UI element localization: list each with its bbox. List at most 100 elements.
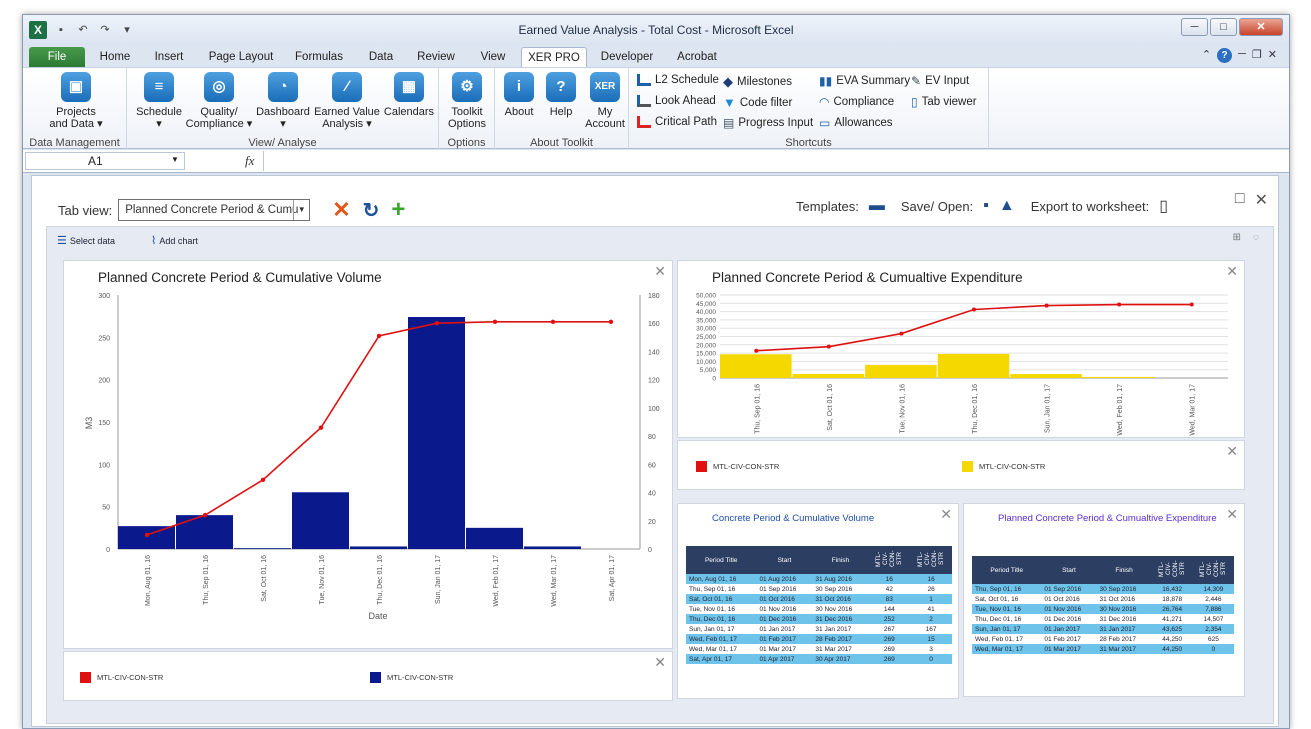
toolkit-options-button[interactable]: ⚙ Toolkit Options [443, 72, 491, 130]
name-box-dropdown-icon[interactable]: ▼ [171, 155, 179, 164]
chart2-legend-close-icon[interactable]: ✕ [1226, 443, 1238, 459]
close-button[interactable]: ✕ [1239, 18, 1283, 36]
table-cell: Wed, Mar 01, 17 [972, 644, 1042, 654]
chart-bar [1010, 374, 1082, 378]
table1-title: Concrete Period & Cumulative Volume [712, 513, 875, 524]
table-cell: 16 [868, 574, 911, 584]
schedule-button[interactable]: ≡ Schedule ▾ [131, 72, 187, 130]
shortcut-look-ahead[interactable]: Look Ahead [637, 95, 716, 107]
tab-review[interactable]: Review [417, 51, 455, 63]
tab-formulas[interactable]: Formulas [295, 51, 343, 63]
shortcut-allowances[interactable]: ▭ Allowances [819, 116, 893, 130]
save-icon[interactable]: ▪ [59, 24, 63, 36]
shortcut-milestones[interactable]: ◆ Milestones [723, 74, 792, 89]
save-icon[interactable]: ▪ [983, 197, 989, 214]
tab-data[interactable]: Data [368, 51, 394, 63]
group-about-toolkit: i About ? Help XER My Account About Toolkit [495, 68, 629, 150]
maximize-panel-icon[interactable]: □ [1234, 190, 1245, 207]
maximize-button[interactable]: □ [1210, 18, 1237, 36]
table-cell: 01 Oct 2016 [756, 594, 813, 604]
table-row: Sat, Oct 01, 16 01 Oct 2016 31 Oct 2016 83 1 [686, 594, 952, 604]
quick-access-toolbar: X ▪ ↶ ↷ ▾ [29, 21, 135, 39]
y-tick-label: 15,000 [696, 351, 716, 358]
table-cell: Sat, Apr 01, 17 [686, 654, 757, 664]
chart2-legend-panel: ✕ MTL-CIV-CON-STR MTL-CIV-CON-STR [677, 440, 1245, 490]
tab-file[interactable]: File [29, 47, 85, 67]
table-cell: 16,432 [1151, 584, 1193, 594]
calendars-button[interactable]: ▦ Calendars [381, 72, 437, 118]
y2-tick-label: 120 [648, 378, 660, 385]
shortcut-l2-schedule[interactable]: L2 Schedule [637, 74, 719, 86]
help-button[interactable]: ? Help [541, 72, 581, 118]
minimize-workbook-icon[interactable]: ─ [1238, 48, 1246, 60]
table-cell: 1 [910, 594, 952, 604]
open-icon[interactable]: ▲ [998, 197, 1015, 214]
redo-icon[interactable]: ↷ [100, 24, 110, 36]
shortcut-critical-path[interactable]: Critical Path [637, 116, 717, 128]
shortcut-progress-input[interactable]: ▤ Progress Input [723, 116, 814, 130]
chart2-close-icon[interactable]: ✕ [1226, 263, 1238, 279]
table-cell: 31 Oct 2016 [812, 594, 869, 604]
dashboard-button[interactable]: ◔ Dashboard ▾ [253, 72, 313, 130]
line-point [202, 512, 208, 518]
my-account-button[interactable]: XER My Account [583, 72, 627, 130]
table-cell: 30 Sep 2016 [812, 584, 869, 594]
formula-input[interactable] [263, 151, 1275, 171]
line-point [899, 331, 904, 336]
formula-bar: A1 ▼ fx [23, 150, 1289, 173]
undo-icon[interactable]: ↶ [78, 24, 88, 36]
table2-close-icon[interactable]: ✕ [1226, 506, 1238, 522]
tab-developer[interactable]: Developer [600, 51, 654, 63]
fx-icon[interactable]: fx [245, 153, 255, 168]
tab-page-layout[interactable]: Page Layout [208, 51, 274, 63]
shortcut-tab-viewer[interactable]: ▯ Tab viewer [911, 95, 977, 109]
shortcut-ev-input[interactable]: ✎ EV Input [911, 74, 970, 88]
tab-xer-pro[interactable]: XER PRO [521, 47, 587, 67]
close-workbook-icon[interactable]: ✕ [1267, 49, 1277, 61]
grid-layout-icon[interactable]: ⊞ [1232, 232, 1242, 243]
name-box[interactable]: A1 [25, 152, 185, 170]
excel-logo-icon[interactable]: X [29, 21, 47, 39]
templates-icon[interactable]: ▬ [868, 197, 885, 214]
shortcut-eva-summary[interactable]: ▮▮ EVA Summary [819, 74, 911, 88]
y-tick-label: 0 [712, 376, 716, 383]
table-header-row: Period Title Start Finish MTL-CIV-CON-STR MT… [972, 556, 1234, 584]
add-icon[interactable]: + [391, 196, 406, 223]
tab-view-select[interactable]: Planned Concrete Period & Cumu ▼ [118, 199, 311, 221]
select-data-button[interactable]: ☰ Select data [57, 235, 115, 247]
chart1-legend-close-icon[interactable]: ✕ [654, 654, 666, 670]
add-chart-button[interactable]: ⌇ Add chart [150, 235, 198, 247]
customize-qa-icon[interactable]: ▾ [124, 24, 130, 36]
y2-tick-label: 100 [648, 406, 660, 413]
tab-view[interactable]: View [480, 51, 506, 63]
chart-bar [865, 364, 937, 378]
help-icon[interactable]: ? [1217, 48, 1233, 63]
chevron-down-icon: ▼ [293, 200, 309, 220]
tab-insert[interactable]: Insert [154, 51, 184, 63]
earned-value-analysis-button[interactable]: ∕ Earned Value Analysis ▾ [311, 72, 383, 130]
tab-home[interactable]: Home [99, 51, 131, 63]
delete-icon[interactable]: ✕ [332, 197, 351, 222]
about-button[interactable]: i About [499, 72, 539, 118]
quality-compliance-button[interactable]: ◎ Quality/ Compliance ▾ [183, 72, 255, 130]
refresh-icon[interactable]: ↻ [362, 199, 380, 222]
chart-area: ☰ Select data ⌇ Add chart ⊞ ◌ Planned Con… [46, 226, 1274, 724]
table-cell: 31 Aug 2016 [812, 574, 869, 584]
chart1-close-icon[interactable]: ✕ [654, 263, 666, 279]
table2-panel: Planned Concrete Period & Cumualtive Exp… [963, 503, 1245, 697]
close-panel-icon[interactable]: ✕ [1254, 192, 1268, 209]
y2-tick-label: 180 [648, 293, 660, 300]
table1-close-icon[interactable]: ✕ [940, 506, 952, 522]
export-worksheet-icon[interactable]: ▯ [1159, 198, 1168, 215]
restore-workbook-icon[interactable]: ❐ [1251, 49, 1262, 61]
zoom-icon[interactable]: ◌ [1253, 232, 1259, 243]
minimize-button[interactable]: ─ [1181, 18, 1208, 36]
collapse-ribbon-icon[interactable]: ⌃ [1201, 49, 1212, 61]
legend-swatch-navy [370, 672, 381, 683]
tab-acrobat[interactable]: Acrobat [677, 51, 717, 63]
shortcut-code-filter[interactable]: ▼ Code filter [723, 95, 793, 110]
legend-swatch-red [80, 672, 91, 683]
x-tick-label: Sun, Jan 01, 17 [1045, 384, 1052, 433]
projects-and-data-button[interactable]: ▣ Projects and Data ▾ [43, 72, 109, 130]
shortcut-compliance[interactable]: ◠ Compliance [819, 95, 895, 109]
